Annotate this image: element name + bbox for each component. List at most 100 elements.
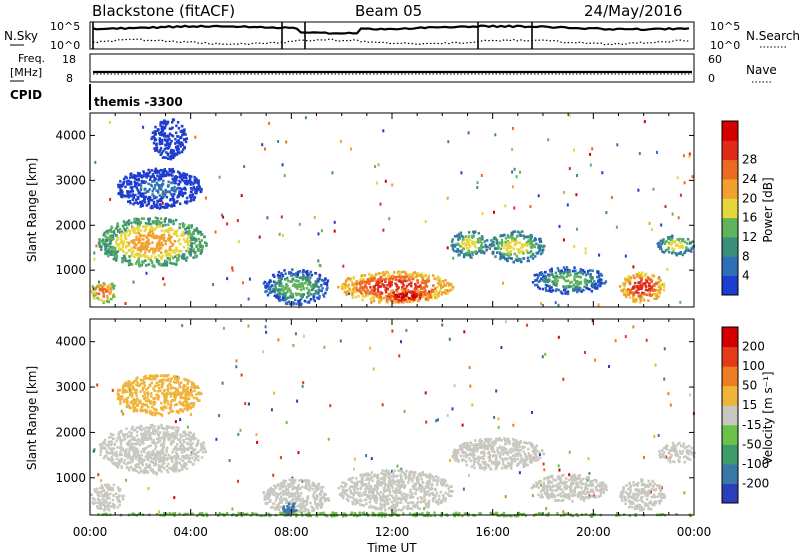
scatter-cell: [116, 238, 119, 241]
scatter-cell: [164, 242, 167, 246]
noise-pixel: [614, 339, 617, 343]
scatter-cell: [137, 183, 140, 187]
noise-pixel: [396, 464, 399, 468]
scatter-cell: [176, 146, 180, 150]
scatter-cell: [142, 261, 145, 264]
scatter-cell: [641, 282, 645, 285]
scatter-cell: [507, 242, 510, 246]
scatter-cell: [140, 217, 144, 220]
scatter-cell: [439, 283, 443, 286]
scatter-cell: [406, 274, 409, 277]
scatter-cell: [142, 247, 145, 251]
scatter-cell: [143, 469, 147, 472]
scatter-cell: [323, 282, 326, 285]
scatter-cell: [508, 251, 511, 254]
scatter-cell: [152, 221, 156, 225]
scatter-cell: [121, 498, 125, 501]
scatter-cell: [163, 168, 166, 172]
scatter-cell: [402, 293, 405, 297]
scatter-cell: [377, 295, 380, 299]
scatter-cell: [154, 248, 157, 252]
scatter-cell: [369, 285, 372, 289]
scatter-cell: [168, 190, 171, 194]
scatter-cell: [161, 192, 165, 195]
scatter-cell: [555, 276, 558, 280]
scatter-cell: [166, 204, 170, 207]
scatter-cell: [133, 469, 136, 472]
scatter-cell: [110, 253, 113, 256]
scatter-cell: [506, 247, 509, 250]
scatter-cell: [421, 295, 424, 299]
scatter-cell: [390, 283, 393, 287]
scatter-cell: [125, 432, 129, 436]
scatter-cell: [117, 229, 120, 232]
scatter-cell: [130, 263, 134, 266]
scatter-cell: [141, 175, 144, 178]
scatter-cell: [107, 502, 110, 506]
freq-panel: Freq. [MHz] 18 8 60 0 Nave: [10, 52, 777, 85]
scatter-cell: [302, 287, 305, 291]
scatter-cell: [151, 235, 154, 239]
scatter-cell: [623, 293, 626, 297]
scatter-cell: [479, 244, 483, 248]
scatter-cell: [133, 446, 136, 449]
scatter-cell: [118, 436, 121, 439]
scatter-cell: [171, 243, 175, 246]
scatter-cell: [170, 392, 173, 396]
scatter-cell: [483, 240, 486, 243]
scatter-cell: [677, 238, 680, 242]
scatter-cell: [118, 494, 121, 497]
noise-pixel: [632, 265, 635, 269]
scatter-cell: [139, 229, 143, 232]
scatter-cell: [161, 450, 165, 454]
scatter-cell: [424, 289, 427, 293]
scatter-cell: [467, 235, 471, 238]
scatter-cell: [195, 255, 198, 259]
scatter-cell: [101, 497, 104, 501]
scatter-cell: [142, 450, 146, 454]
scatter-cell: [291, 488, 294, 491]
scatter-cell: [140, 433, 143, 437]
scatter-cell: [159, 431, 162, 434]
scatter-cell: [110, 455, 114, 459]
scatter-cell: [126, 443, 130, 446]
scatter-cell: [189, 190, 193, 193]
scatter-cell: [627, 280, 631, 284]
scatter-cell: [159, 217, 163, 220]
scatter-cell: [194, 386, 197, 390]
scatter-cell: [169, 455, 173, 459]
scatter-cell: [96, 493, 99, 496]
scatter-cell: [138, 223, 141, 226]
scatter-cell: [180, 403, 184, 406]
scatter-cell: [440, 291, 444, 294]
scatter-cell: [404, 272, 408, 276]
scatter-cell: [127, 440, 131, 444]
scatter-cell: [161, 129, 165, 132]
scatter-cell: [192, 386, 196, 390]
scatter-cell: [160, 221, 163, 224]
scatter-cell: [176, 453, 179, 456]
scatter-cell: [192, 231, 195, 234]
scatter-cell: [574, 269, 577, 272]
scatter-cell: [153, 442, 157, 446]
scatter-cell: [166, 261, 169, 264]
scatter-cell: [120, 238, 123, 241]
scatter-cell: [584, 278, 587, 281]
scatter-cell: [653, 297, 656, 301]
scatter-cell: [125, 462, 128, 466]
scatter-cell: [161, 391, 164, 395]
scatter-cell: [632, 286, 636, 290]
scatter-cell: [674, 252, 677, 255]
scatter-cell: [374, 292, 377, 295]
scatter-cell: [142, 427, 145, 430]
scatter-cell: [187, 235, 191, 239]
scatter-cell: [110, 451, 114, 454]
scatter-cell: [427, 295, 430, 299]
scatter-cell: [289, 291, 292, 295]
scatter-cell: [157, 131, 161, 135]
scatter-cell: [130, 435, 133, 438]
scatter-cell: [173, 204, 176, 207]
scatter-cell: [189, 436, 192, 439]
scatter-cell: [366, 294, 369, 297]
scatter-cell: [149, 444, 152, 447]
